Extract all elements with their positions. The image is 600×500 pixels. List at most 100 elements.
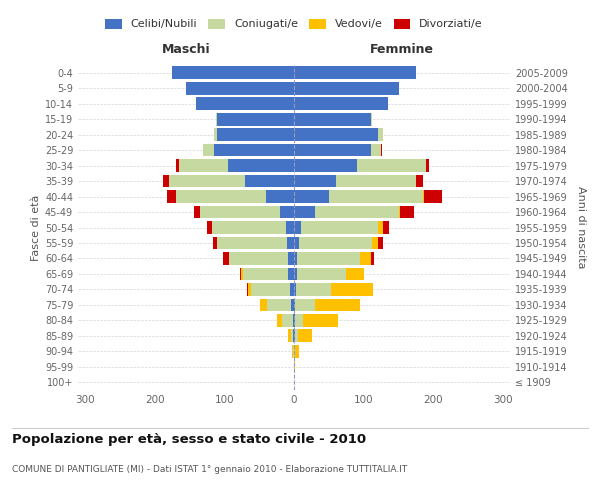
Bar — [290, 330, 293, 342]
Bar — [295, 298, 315, 311]
Bar — [423, 190, 424, 203]
Bar — [172, 66, 294, 79]
Bar — [217, 128, 294, 141]
Bar — [360, 252, 371, 265]
Bar — [294, 345, 295, 358]
Bar — [176, 190, 266, 203]
Bar — [294, 206, 315, 218]
Bar — [293, 314, 294, 326]
Bar — [247, 283, 248, 296]
Bar — [298, 268, 346, 280]
Bar — [381, 144, 382, 156]
Bar — [296, 283, 331, 296]
Bar — [298, 330, 312, 342]
Bar — [295, 345, 299, 358]
Bar — [303, 314, 338, 326]
Bar — [167, 190, 176, 203]
Bar — [400, 206, 414, 218]
Bar — [424, 190, 442, 203]
Legend: Celibi/Nubili, Coniugati/e, Vedovi/e, Divorziati/e: Celibi/Nubili, Coniugati/e, Vedovi/e, Di… — [105, 18, 483, 30]
Bar — [357, 159, 427, 172]
Bar — [294, 268, 298, 280]
Bar — [243, 268, 289, 280]
Bar — [289, 268, 294, 280]
Bar — [298, 252, 360, 265]
Bar — [267, 298, 291, 311]
Bar — [294, 144, 371, 156]
Bar — [179, 159, 228, 172]
Bar — [212, 221, 286, 234]
Bar — [294, 82, 398, 94]
Bar — [280, 206, 294, 218]
Bar — [194, 206, 200, 218]
Bar — [292, 345, 293, 358]
Bar — [331, 283, 373, 296]
Bar — [229, 252, 289, 265]
Bar — [377, 128, 383, 141]
Bar — [294, 190, 329, 203]
Bar — [294, 221, 301, 234]
Bar — [294, 98, 388, 110]
Bar — [176, 159, 179, 172]
Bar — [294, 159, 357, 172]
Bar — [293, 345, 294, 358]
Bar — [371, 113, 372, 126]
Bar — [377, 221, 383, 234]
Bar — [294, 252, 298, 265]
Bar — [169, 174, 245, 188]
Bar — [245, 174, 294, 188]
Bar — [427, 159, 429, 172]
Bar — [289, 252, 294, 265]
Bar — [372, 236, 377, 250]
Bar — [286, 221, 294, 234]
Bar — [293, 330, 294, 342]
Bar — [290, 283, 294, 296]
Bar — [266, 190, 294, 203]
Bar — [241, 268, 243, 280]
Bar — [200, 206, 280, 218]
Bar — [282, 314, 293, 326]
Text: COMUNE DI PANTIGLIATE (MI) - Dati ISTAT 1° gennaio 2010 - Elaborazione TUTTITALI: COMUNE DI PANTIGLIATE (MI) - Dati ISTAT … — [12, 466, 407, 474]
Bar — [294, 298, 295, 311]
Text: Popolazione per età, sesso e stato civile - 2010: Popolazione per età, sesso e stato civil… — [12, 432, 366, 446]
Bar — [416, 174, 423, 188]
Bar — [163, 174, 169, 188]
Bar — [289, 330, 290, 342]
Bar — [217, 113, 294, 126]
Bar — [277, 314, 282, 326]
Bar — [223, 252, 229, 265]
Text: Maschi: Maschi — [161, 44, 211, 57]
Bar — [294, 66, 416, 79]
Bar — [260, 298, 267, 311]
Y-axis label: Anni di nascita: Anni di nascita — [576, 186, 586, 269]
Bar — [186, 82, 294, 94]
Bar — [291, 298, 294, 311]
Bar — [239, 268, 241, 280]
Bar — [294, 283, 296, 296]
Text: Femmine: Femmine — [370, 44, 434, 57]
Bar — [214, 128, 217, 141]
Bar — [213, 236, 217, 250]
Bar — [329, 190, 423, 203]
Bar — [207, 221, 212, 234]
Bar — [203, 144, 214, 156]
Bar — [315, 206, 398, 218]
Bar — [217, 236, 287, 250]
Bar — [216, 113, 217, 126]
Bar — [248, 283, 251, 296]
Bar — [294, 113, 371, 126]
Bar — [295, 314, 303, 326]
Bar — [294, 330, 295, 342]
Bar — [196, 98, 294, 110]
Bar — [295, 330, 298, 342]
Bar — [371, 144, 381, 156]
Bar — [294, 174, 336, 188]
Bar — [251, 283, 290, 296]
Bar — [377, 236, 383, 250]
Bar — [336, 174, 416, 188]
Bar — [294, 128, 377, 141]
Bar — [301, 221, 377, 234]
Bar — [299, 236, 372, 250]
Y-axis label: Fasce di età: Fasce di età — [31, 194, 41, 260]
Bar — [294, 236, 299, 250]
